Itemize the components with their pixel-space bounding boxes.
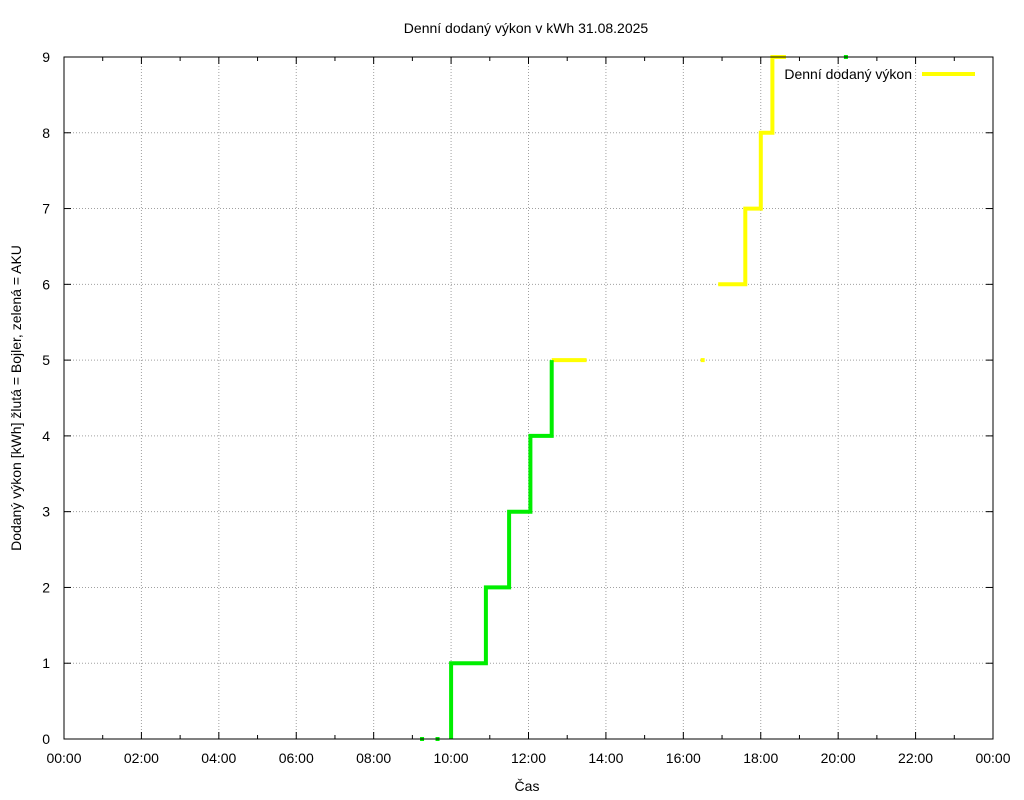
series-0 <box>551 55 786 363</box>
y-tick-label: 1 <box>42 655 50 671</box>
y-tick-label: 4 <box>42 428 50 444</box>
y-tick-label: 7 <box>42 201 50 217</box>
x-tick-label: 10:00 <box>434 750 469 766</box>
x-tick-label: 16:00 <box>666 750 701 766</box>
x-tick-label: 02:00 <box>124 750 159 766</box>
y-tick-label: 5 <box>42 352 50 368</box>
tick-labels: 00:00 02:00 04:00 06:00 08:00 10:00 12:00 14:00… <box>42 49 1011 766</box>
x-tick-label: 04:00 <box>201 750 236 766</box>
x-axis-label: Čas <box>515 778 540 794</box>
y-tick-label: 0 <box>42 731 50 747</box>
legend: Denní dodaný výkon <box>784 66 975 82</box>
series-line <box>449 360 554 739</box>
x-tick-label: 06:00 <box>279 750 314 766</box>
y-tick-label: 3 <box>42 504 50 520</box>
series-line <box>718 55 786 287</box>
x-tick-label: 00:00 <box>975 750 1010 766</box>
y-tick-label: 8 <box>42 125 50 141</box>
chart-title: Denní dodaný výkon v kWh 31.08.2025 <box>404 20 649 36</box>
plot-frame <box>63 56 994 740</box>
x-tick-label: 14:00 <box>588 750 623 766</box>
y-tick-label: 6 <box>42 276 50 292</box>
x-tick-label: 12:00 <box>511 750 546 766</box>
y-tick-label: 2 <box>42 579 50 595</box>
axis-ticks <box>63 56 994 740</box>
y-axis-label: Dodaný výkon [kWh] žlutá = Bojler, zelen… <box>8 245 24 551</box>
x-tick-label: 00:00 <box>46 750 81 766</box>
x-tick-label: 18:00 <box>743 750 778 766</box>
grid <box>64 57 993 739</box>
x-tick-label: 22:00 <box>898 750 933 766</box>
legend-label: Denní dodaný výkon <box>784 66 912 82</box>
y-tick-label: 9 <box>42 49 50 65</box>
x-tick-label: 08:00 <box>356 750 391 766</box>
series-point <box>700 358 705 363</box>
x-tick-label: 20:00 <box>821 750 856 766</box>
